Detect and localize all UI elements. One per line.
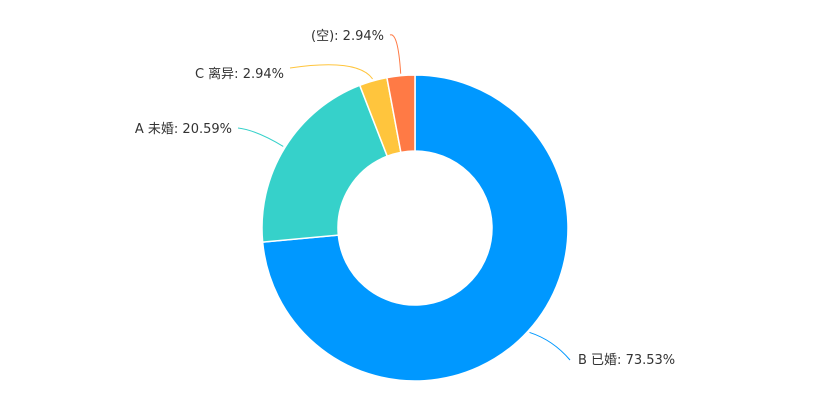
donut-slice-1[interactable] [261, 84, 389, 243]
leader-lines-layer [237, 34, 571, 361]
slice-label-0: B 已婚: 73.53% [578, 353, 675, 368]
labels-layer: B 已婚: 73.53% A 未婚: 20.59% C 离异: 2.94% (空): … [135, 29, 675, 368]
leader-line-1 [237, 127, 284, 147]
slice-label-3: (空): 2.94% [311, 29, 384, 44]
slice-label-2: C 离异: 2.94% [195, 66, 284, 82]
leader-line-2 [289, 64, 374, 80]
slice-label-1: A 未婚: 20.59% [135, 122, 232, 137]
slices-layer [261, 74, 569, 382]
donut-slice-0[interactable] [261, 74, 569, 382]
leader-line-3 [389, 34, 402, 74]
leader-line-0 [529, 331, 571, 361]
donut-slice-3[interactable] [386, 74, 416, 154]
